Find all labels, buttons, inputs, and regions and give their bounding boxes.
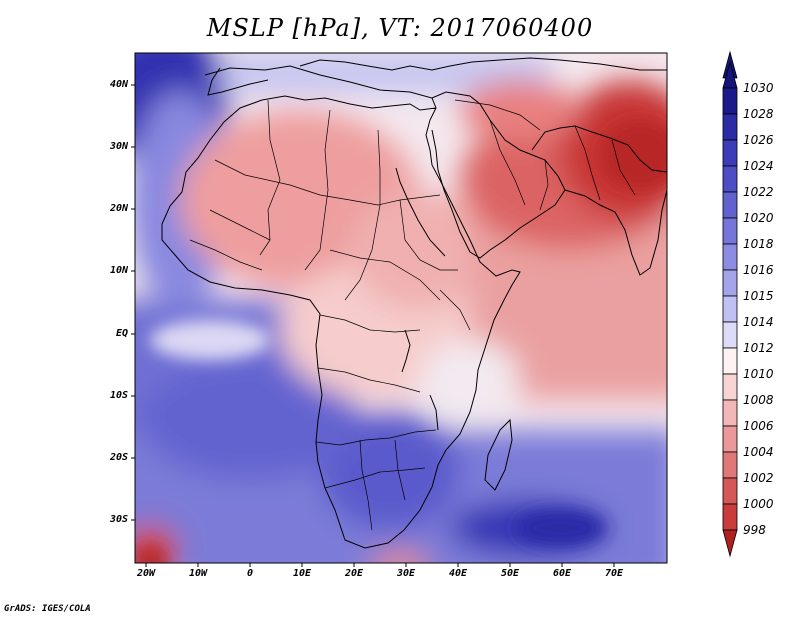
lat-label-eq: EQ	[115, 328, 128, 339]
lat-label-40n: 40N	[109, 79, 128, 90]
colorbar-swatch	[722, 165, 738, 193]
lon-label-40e: 40E	[448, 568, 468, 579]
colorbar-swatch	[722, 113, 738, 141]
colorbar-label-1020: 1020	[743, 211, 774, 225]
colorbar-lower-arrow	[722, 529, 738, 558]
colorbar-label-1028: 1028	[743, 107, 774, 121]
colorbar-swatches	[722, 60, 738, 558]
colorbar-label-1016: 1016	[743, 263, 774, 277]
lat-label-10n: 10N	[109, 265, 128, 276]
lon-label-20e: 20E	[344, 568, 364, 579]
colorbar-label-998: 998	[743, 523, 766, 537]
colorbar-label-1002: 1002	[743, 471, 774, 485]
colorbar-label-1012: 1012	[743, 341, 774, 355]
colorbar-swatch	[722, 425, 738, 453]
lat-label-30n: 30N	[109, 141, 128, 152]
colorbar-label-1015: 1015	[743, 289, 774, 303]
lat-label-20s: 20S	[109, 452, 128, 463]
colorbar-swatch	[722, 399, 738, 427]
colorbar-swatch	[722, 191, 738, 219]
colorbar-label-1000: 1000	[743, 497, 774, 511]
axis-ticks	[131, 84, 615, 567]
colorbar-label-1010: 1010	[743, 367, 774, 381]
lat-label-30s: 30S	[109, 514, 128, 525]
colorbar-label-1022: 1022	[743, 185, 774, 199]
lon-label-60e: 60E	[552, 568, 572, 579]
coastlines	[161, 57, 667, 549]
colorbar-swatch	[722, 347, 738, 375]
plot-frame	[134, 52, 668, 564]
colorbar-label-1004: 1004	[743, 445, 774, 459]
lon-label-0: 0	[246, 568, 254, 579]
colorbar-swatch	[722, 503, 738, 531]
colorbar-swatch	[722, 295, 738, 323]
colorbar-label-1024: 1024	[743, 159, 774, 173]
colorbar-label-1006: 1006	[743, 419, 774, 433]
pressure-field	[135, 53, 667, 563]
colorbar-swatch	[722, 451, 738, 479]
lon-label-70e: 70E	[604, 568, 624, 579]
lat-label-20n: 20N	[109, 203, 128, 214]
lat-label-10s: 10S	[109, 390, 128, 401]
colorbar-swatch	[722, 321, 738, 349]
colorbar-swatch	[722, 477, 738, 505]
grads-credit: GrADS: IGES/COLA	[4, 604, 91, 614]
colorbar-swatch	[722, 87, 738, 115]
lon-label-30e: 30E	[396, 568, 416, 579]
colorbar-label-1026: 1026	[743, 133, 774, 147]
colorbar-label-1030: 1030	[743, 81, 774, 95]
colorbar-swatch	[722, 217, 738, 245]
country-borders	[189, 99, 636, 531]
colorbar-label-1018: 1018	[743, 237, 774, 251]
colorbar-swatch	[722, 373, 738, 401]
map-title: MSLP [hPa], VT: 2017060400	[206, 14, 594, 42]
colorbar-label-1008: 1008	[743, 393, 774, 407]
lon-label-20w: 20W	[136, 568, 156, 579]
lon-label-50e: 50E	[500, 568, 520, 579]
lon-label-10w: 10W	[188, 568, 208, 579]
lon-label-10e: 10E	[292, 568, 312, 579]
colorbar-swatch	[722, 243, 738, 271]
colorbar-label-1014: 1014	[743, 315, 774, 329]
colorbar-swatch	[722, 139, 738, 167]
colorbar-swatch	[722, 269, 738, 297]
